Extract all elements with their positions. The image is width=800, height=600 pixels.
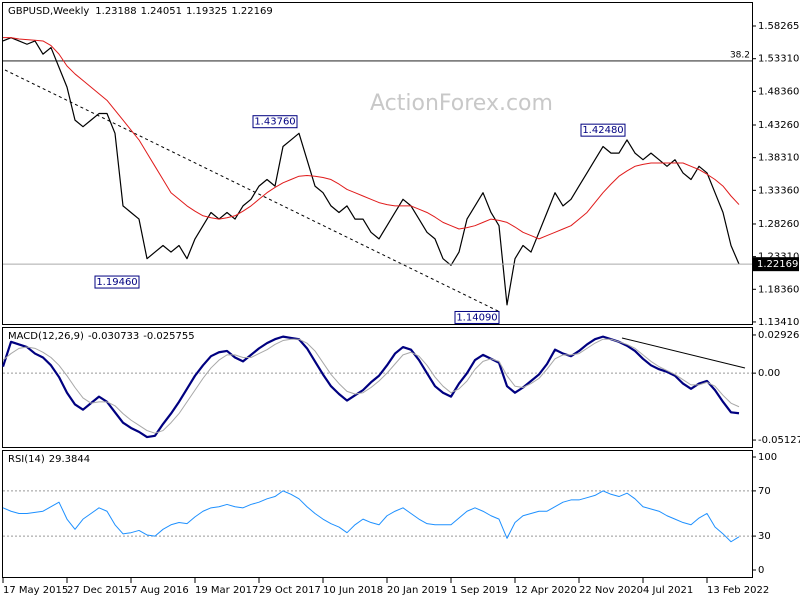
x-tick-label: 4 Jul 2021	[643, 585, 693, 596]
annotation-box	[580, 123, 626, 137]
price-header: GBPUSD,Weekly 1.23188 1.24051 1.19325 1.2216…	[8, 6, 273, 17]
series-line	[2, 490, 740, 543]
last-price-label: 1.22169	[757, 259, 798, 270]
title: MACD(12,26,9)	[8, 331, 84, 342]
y-tick-label: 100	[758, 452, 777, 463]
annotation-label: 1.43760	[254, 117, 295, 128]
series-line	[2, 37, 740, 306]
rsi-header: RSI(14) 29.3844	[8, 454, 90, 465]
annotation-label: 1.42480	[582, 125, 623, 136]
series-line	[3, 37, 740, 240]
rsi-panel	[2, 450, 753, 578]
y-tick-label: 0.029261	[758, 330, 800, 341]
y-tick-label: 30	[758, 531, 771, 542]
price-panel	[2, 2, 753, 325]
y-tick-label: 1.48360	[758, 86, 799, 97]
y-tick-label: 1.13410	[758, 317, 799, 328]
y-tick-label: 1.58265	[758, 21, 799, 32]
annotation-label: 1.19460	[96, 277, 137, 288]
signal-last: -0.025755	[143, 331, 194, 342]
macd-last: -0.030733	[88, 331, 139, 342]
rsi-last: 29.3844	[49, 454, 90, 465]
fib-label: 38.2	[730, 50, 750, 60]
y-tick-label: 1.43260	[758, 120, 799, 131]
annotation-box	[94, 275, 140, 289]
x-tick-label: 10 Jun 2018	[323, 585, 383, 596]
x-tick-label: 19 Mar 2017	[195, 585, 258, 596]
open: 1.23188	[95, 6, 136, 17]
low: 1.19325	[186, 6, 227, 17]
x-tick-label: 7 Aug 2016	[131, 585, 189, 596]
macd-header: MACD(12,26,9) -0.030733 -0.025755	[8, 331, 195, 342]
x-tick-label: 29 Oct 2017	[259, 585, 321, 596]
last-price-box	[753, 257, 799, 272]
y-tick-label: 1.53310	[758, 54, 799, 65]
x-tick-label: 27 Dec 2015	[67, 585, 131, 596]
x-tick-label: 1 Sep 2019	[451, 585, 508, 596]
y-tick-label: 0	[758, 565, 764, 576]
macd-trend-line	[621, 337, 746, 369]
x-tick-label: 12 Apr 2020	[515, 585, 577, 596]
y-tick-label: 1.18360	[758, 284, 799, 295]
x-tick-label: 22 Nov 2020	[579, 585, 643, 596]
macd-panel	[2, 327, 753, 448]
close: 1.22169	[231, 6, 272, 17]
x-tick-label: 13 Feb 2022	[707, 585, 769, 596]
annotation-label: 1.14090	[456, 312, 497, 323]
annotation-box	[454, 310, 500, 324]
x-tick-label: 17 May 2015	[3, 585, 68, 596]
y-tick-label: 1.38310	[758, 153, 799, 164]
y-tick-label: 1.28260	[758, 219, 799, 230]
y-tick-label: 70	[758, 486, 771, 497]
series-line	[2, 338, 740, 434]
annotation-box	[252, 115, 298, 129]
title: RSI(14)	[8, 454, 45, 465]
watermark: ActionForex.com	[370, 91, 553, 116]
trend-line	[4, 69, 501, 313]
y-tick-label: -0.051279	[758, 435, 800, 446]
title: GBPUSD,Weekly	[8, 6, 89, 17]
high: 1.24051	[141, 6, 182, 17]
x-tick-label: 20 Jan 2019	[387, 585, 447, 596]
y-tick-label: 0.00	[758, 368, 780, 379]
y-tick-label: 1.23310	[758, 252, 799, 263]
y-tick-label: 1.33360	[758, 185, 799, 196]
